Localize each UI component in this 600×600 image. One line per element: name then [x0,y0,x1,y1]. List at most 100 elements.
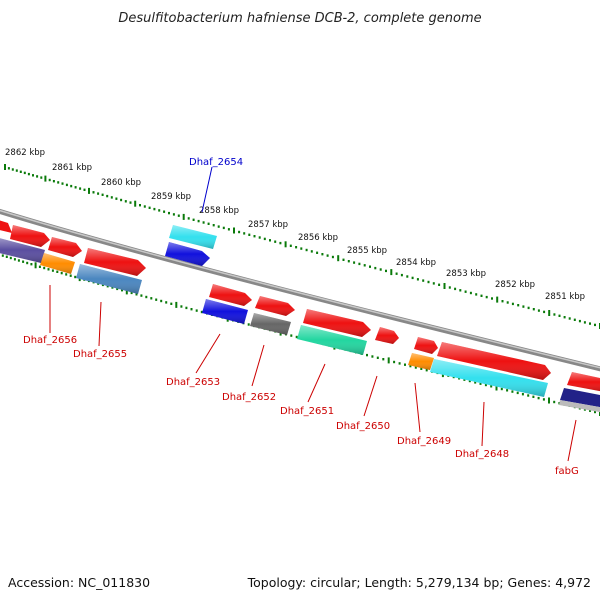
gene-feature[interactable] [567,372,600,392]
gene-label-dhaf-2650[interactable]: Dhaf_2650 [336,421,390,432]
minor-tick [532,308,535,311]
minor-tick [19,170,22,173]
gene-feature[interactable] [0,219,12,233]
minor-tick [438,283,441,286]
minor-tick [160,299,163,303]
minor-tick [258,236,261,239]
minor-tick [217,225,220,228]
major-tick [4,164,6,170]
minor-tick [153,207,156,211]
minor-tick [74,186,77,189]
minor-tick [522,305,525,308]
minor-tick [70,184,73,188]
minor-tick [366,353,368,357]
minor-tick [553,313,556,316]
minor-tick [568,317,571,320]
gene-feature[interactable] [48,237,82,257]
tick-label: 2861 kbp [52,163,92,173]
tick-labels: 2862 kbp 2861 kbp 2860 kbp 2859 kbp 2858… [5,148,585,302]
minor-tick [17,259,20,262]
gene-feature[interactable] [375,327,399,344]
minor-tick [26,261,29,265]
minor-tick [289,244,292,247]
gene-label-dhaf-2651[interactable]: Dhaf_2651 [280,406,334,417]
minor-tick [558,314,561,317]
gene-label-dhaf-2654[interactable]: Dhaf_2654 [189,157,243,168]
minor-tick [170,302,173,305]
gene-feature[interactable] [414,337,438,354]
minor-tick [248,233,251,236]
major-tick [443,283,446,289]
minor-tick [353,261,356,264]
gene-feature[interactable] [408,353,434,370]
gene-label-dhaf-2649[interactable]: Dhaf_2649 [397,436,451,447]
minor-tick [295,246,298,249]
minor-tick [274,240,277,243]
minor-tick [543,310,546,314]
minor-tick [321,253,324,256]
minor-tick [212,224,215,227]
minor-tick [331,255,334,259]
minor-tick [22,260,25,263]
gene-label-dhaf-2648[interactable]: Dhaf_2648 [455,449,509,460]
minor-tick [158,209,161,212]
minor-tick [347,260,350,263]
minor-tick [172,213,175,216]
gene-label-dhaf-2655[interactable]: Dhaf_2655 [73,349,127,360]
minor-tick [427,280,430,284]
gene-label-fabg[interactable]: fabG [555,466,579,477]
topology-text: Topology: circular; Length: 5,279,134 bp… [247,575,591,590]
minor-tick [537,309,540,312]
minor-tick [11,168,14,171]
gene-feature[interactable] [250,313,291,335]
minor-tick [501,300,504,303]
map-title: Desulfitobacterium hafniense DCB-2, comp… [118,11,481,26]
minor-tick [190,308,193,311]
minor-tick [290,334,293,337]
minor-tick [195,309,198,312]
gene-leader-lines [49,166,577,462]
minor-tick [395,272,398,275]
gene-features [0,219,600,413]
minor-tick [13,258,16,261]
gene-label-dhaf-2653[interactable]: Dhaf_2653 [166,377,220,388]
minor-tick [110,196,113,199]
minor-tick [15,169,18,172]
minor-tick [578,319,581,323]
gene-feature[interactable] [560,388,600,408]
minor-tick [432,282,435,285]
minor-tick [279,241,282,245]
minor-tick [532,395,535,398]
minor-tick [371,355,374,358]
minor-tick [376,356,379,359]
minor-tick [422,279,425,282]
tick-label: 2851 kbp [545,292,585,302]
minor-tick [594,323,596,327]
minor-tick [139,204,141,207]
major-tick [44,175,47,182]
minor-tick [243,232,246,235]
gene-feature[interactable] [559,400,600,413]
gene-label-dhaf-2656[interactable]: Dhaf_2656 [23,335,77,346]
minor-tick [506,389,509,392]
minor-tick [527,306,530,310]
minor-tick [404,363,406,366]
minor-tick [30,263,33,266]
minor-tick [115,197,118,200]
minor-tick [168,211,170,215]
major-tick [548,397,550,404]
gene-label-dhaf-2652[interactable]: Dhaf_2652 [222,392,276,403]
gene-feature[interactable] [255,296,295,316]
minor-tick [197,219,200,223]
major-tick [134,200,137,207]
minor-tick [47,268,50,271]
minor-tick [454,287,457,291]
tick-label: 2856 kbp [298,233,338,243]
minor-tick [180,305,183,308]
minor-tick [52,180,55,183]
major-tick [284,241,287,248]
minor-tick [400,273,403,277]
minor-tick [143,205,146,208]
minor-tick [511,302,514,306]
tick-label: 2855 kbp [347,246,387,256]
